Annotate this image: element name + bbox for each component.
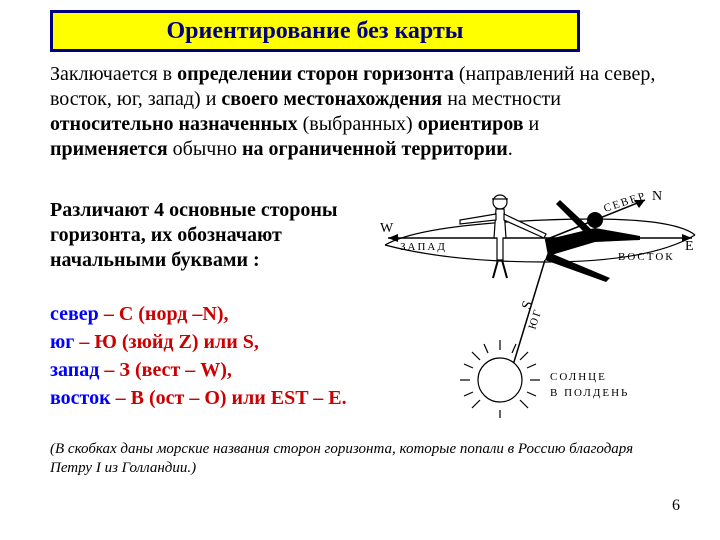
- shadow-figure: [545, 200, 640, 282]
- title-box: Ориентирование без карты: [50, 10, 580, 52]
- label-n-letter: N: [652, 190, 662, 204]
- west-blue: запад: [50, 359, 99, 381]
- p1-t6: обычно: [168, 138, 242, 160]
- p1-t7: .: [508, 138, 513, 160]
- p1-b3: относительно назначенных: [50, 113, 298, 135]
- label-e-letter: E: [685, 239, 694, 254]
- p1-b1: определении сторон горизонта: [177, 63, 454, 85]
- page-number: 6: [672, 497, 680, 515]
- p1-t5: и: [524, 113, 540, 135]
- p1-b6: на ограниченной территории: [242, 138, 508, 160]
- p1-b5: применяется: [50, 138, 168, 160]
- slide-title: Ориентирование без карты: [167, 18, 464, 45]
- label-north: СЕВЕР: [602, 190, 648, 215]
- sun-icon: [460, 340, 540, 418]
- label-w-letter: W: [380, 221, 394, 236]
- label-sun1: СОЛНЦЕ: [550, 371, 607, 383]
- east-blue: восток: [50, 387, 111, 409]
- slide: { "title": "Ориентирование без карты", "…: [0, 0, 720, 540]
- p1-t3: на местности: [442, 88, 561, 110]
- diagram-svg: N СЕВЕР W ЗАПАД E ВОСТОК S ЮГ СОЛНЦЕ В П…: [380, 190, 700, 420]
- footnote: (В скобках даны морские названия сторон …: [50, 440, 670, 478]
- north-red: – С (норд –N),: [99, 303, 229, 325]
- p1-t4: (выбранных): [298, 113, 418, 135]
- label-east: ВОСТОК: [618, 251, 675, 263]
- direction-north: север – С (норд –N),: [50, 300, 410, 328]
- direction-east: восток – В (ост – О) или EST – Е.: [50, 384, 410, 412]
- directions-list: север – С (норд –N), юг – Ю (зюйд Z) или…: [50, 300, 410, 412]
- label-sun2: В ПОЛДЕНЬ: [550, 387, 629, 399]
- p1-b4: ориентиров: [418, 113, 524, 135]
- label-west: ЗАПАД: [400, 241, 447, 253]
- south-blue: юг: [50, 331, 74, 353]
- direction-west: запад – З (вест – W),: [50, 356, 410, 384]
- p1-t1: Заключается в: [50, 63, 177, 85]
- east-red: – В (ост – О) или EST – Е.: [111, 387, 347, 409]
- standing-figure: [460, 195, 546, 278]
- west-red: – З (вест – W),: [99, 359, 232, 381]
- p1-b2: своего местонахождения: [221, 88, 442, 110]
- four-sides-paragraph: Различают 4 основные стороны горизонта, …: [50, 198, 390, 273]
- direction-south: юг – Ю (зюйд Z) или S,: [50, 328, 410, 356]
- north-blue: север: [50, 303, 99, 325]
- definition-paragraph: Заключается в определении сторон горизон…: [50, 62, 660, 162]
- compass-diagram: N СЕВЕР W ЗАПАД E ВОСТОК S ЮГ СОЛНЦЕ В П…: [380, 190, 700, 420]
- south-red: – Ю (зюйд Z) или S,: [74, 331, 259, 353]
